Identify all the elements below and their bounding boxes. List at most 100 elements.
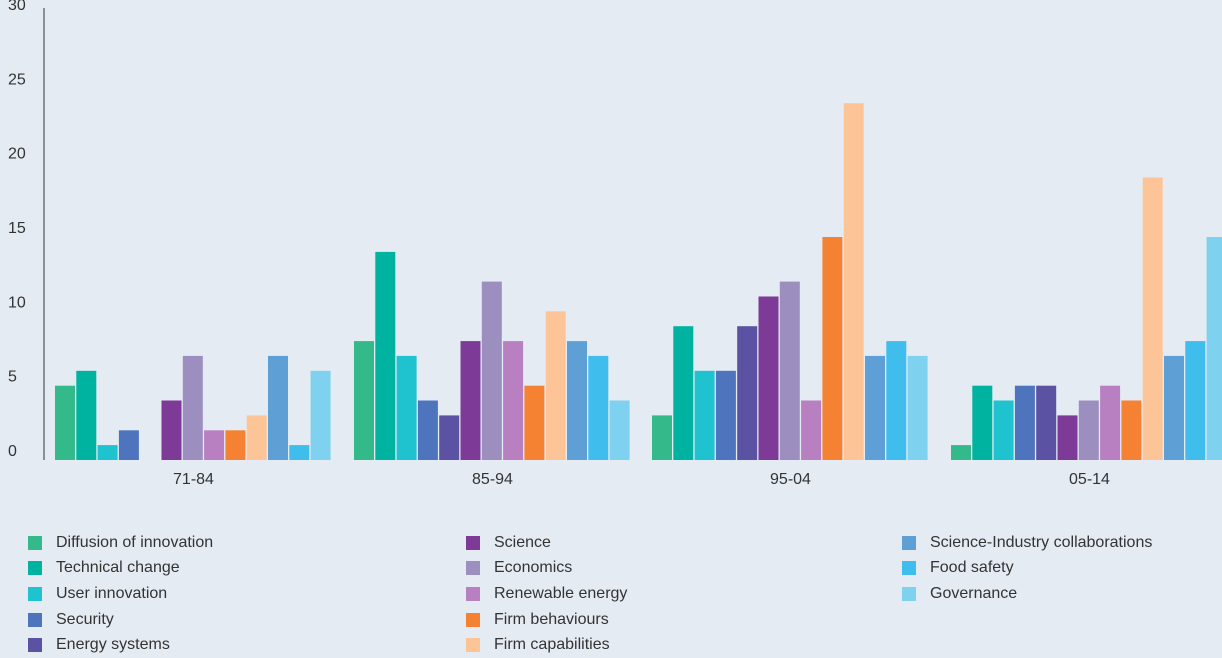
legend-label: Firm capabilities — [494, 636, 610, 654]
bar — [1036, 385, 1057, 460]
legend-swatch — [902, 586, 916, 601]
y-tick-label: 0 — [8, 443, 17, 460]
legend-swatch — [28, 638, 42, 653]
legend-label: Diffusion of innovation — [56, 533, 214, 551]
x-category-label: 71-84 — [173, 471, 214, 488]
bar — [886, 341, 907, 460]
legend-item: Science — [466, 530, 902, 556]
legend-label: Technical change — [56, 559, 180, 577]
bar — [822, 237, 843, 460]
bar — [1121, 400, 1142, 460]
bar — [204, 430, 225, 460]
legend-item: Firm behaviours — [466, 607, 902, 633]
legend-swatch — [902, 535, 916, 550]
bar — [1142, 177, 1163, 460]
bar — [652, 415, 672, 460]
legend-label: Renewable energy — [494, 584, 628, 602]
legend: Diffusion of innovation Technical change U… — [28, 530, 1218, 655]
legend-swatch — [466, 535, 480, 550]
y-tick-label: 5 — [8, 369, 17, 386]
legend-swatch — [466, 612, 480, 627]
legend-item: Technical change — [28, 556, 466, 582]
legend-item: Science-Industry collaborations — [902, 530, 1218, 556]
bar — [246, 415, 267, 460]
legend-swatch — [902, 561, 916, 576]
bar — [609, 400, 630, 460]
legend-label: Security — [56, 610, 114, 628]
bar — [503, 341, 524, 460]
bar — [375, 251, 396, 460]
bar — [97, 445, 118, 460]
bar — [1185, 341, 1206, 460]
y-tick-label: 20 — [8, 146, 26, 163]
bar — [289, 445, 310, 460]
legend-label: User innovation — [56, 584, 168, 602]
y-tick-label: 10 — [8, 294, 26, 311]
bar — [439, 415, 460, 460]
bar — [545, 311, 566, 460]
legend-item: Firm capabilities — [466, 632, 902, 658]
legend-swatch — [466, 586, 480, 601]
y-axis: 0 5 10 15 20 25 30 — [8, 0, 45, 460]
bar — [951, 445, 971, 460]
legend-swatch — [28, 561, 42, 576]
bar — [737, 326, 758, 460]
bar — [865, 355, 885, 460]
legend-item: Food safety — [902, 556, 1218, 582]
bar — [354, 341, 374, 460]
bar — [972, 385, 993, 460]
bar — [993, 400, 1014, 460]
bar — [1206, 237, 1222, 460]
legend-swatch — [28, 586, 42, 601]
bar — [396, 355, 417, 460]
legend-label: Governance — [930, 584, 1018, 602]
bar — [417, 400, 438, 460]
legend-item: Economics — [466, 556, 902, 582]
legend-label: Energy systems — [56, 636, 170, 654]
bar — [1057, 415, 1078, 460]
bar — [673, 326, 694, 460]
legend-item: Energy systems — [28, 632, 466, 658]
bar — [1164, 355, 1184, 460]
bar — [779, 281, 800, 460]
legend-item: User innovation — [28, 581, 466, 607]
bar — [758, 296, 779, 460]
bar — [524, 385, 545, 460]
legend-label: Food safety — [930, 559, 1014, 577]
bars — [55, 103, 1222, 460]
bar — [460, 341, 481, 460]
bar-chart: 0 5 10 15 20 25 30 71-84 85-94 95-04 05-14 — [8, 0, 1222, 488]
legend-item: Governance — [902, 581, 1218, 607]
x-category-label: 95-04 — [770, 471, 811, 488]
y-tick-label: 25 — [8, 71, 26, 88]
bar — [907, 355, 928, 460]
bar — [76, 370, 97, 460]
y-tick-label: 30 — [8, 0, 26, 14]
bar — [588, 355, 609, 460]
bar — [118, 430, 139, 460]
legend-swatch — [28, 612, 42, 627]
bar — [715, 370, 736, 460]
x-category-label: 85-94 — [472, 471, 513, 488]
bar — [843, 103, 864, 460]
bar — [567, 341, 587, 460]
legend-label: Firm behaviours — [494, 610, 609, 628]
legend-swatch — [466, 561, 480, 576]
bar — [161, 400, 182, 460]
bar — [310, 370, 331, 460]
legend-item: Security — [28, 607, 466, 633]
legend-label: Economics — [494, 559, 573, 577]
x-category-label: 05-14 — [1069, 471, 1110, 488]
x-axis: 71-84 85-94 95-04 05-14 — [173, 471, 1110, 488]
legend-label: Science-Industry collaborations — [930, 533, 1153, 551]
legend-label: Science — [494, 533, 551, 551]
legend-item: Renewable energy — [466, 581, 902, 607]
legend-swatch — [28, 535, 42, 550]
bar — [1100, 385, 1121, 460]
legend-swatch — [466, 638, 480, 653]
bar — [694, 370, 715, 460]
legend-item: Diffusion of innovation — [28, 530, 466, 556]
bar — [801, 400, 822, 460]
bar — [481, 281, 502, 460]
bar — [55, 385, 75, 460]
